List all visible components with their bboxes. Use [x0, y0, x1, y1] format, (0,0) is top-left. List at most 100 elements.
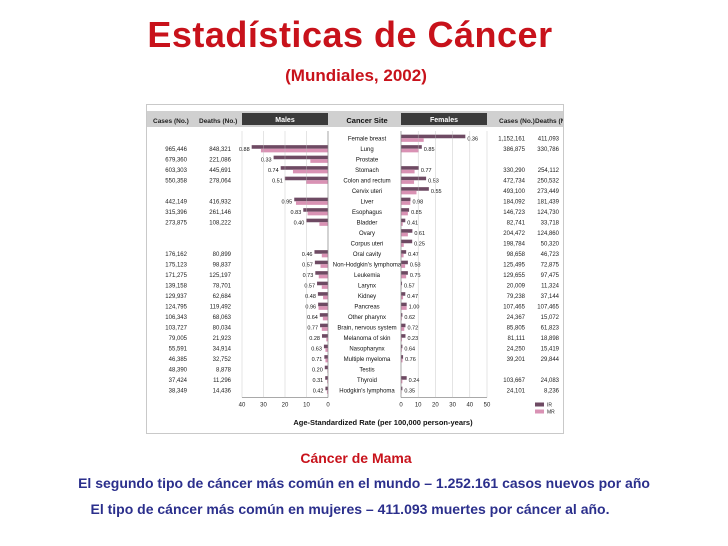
male-cases-cell: 175,123	[165, 263, 187, 269]
female-cases-cell: 24,250	[507, 347, 526, 353]
female-mortality-bar	[401, 295, 404, 300]
male-ratio-label: 0.63	[311, 346, 322, 352]
male-deaths-cell: 98,837	[213, 263, 232, 269]
female-x-tick-label: 50	[484, 403, 491, 409]
page-title: Estadísticas de Cáncer	[147, 14, 553, 55]
female-ratio-label: 0.98	[412, 199, 423, 205]
legend-label: IR	[547, 403, 552, 409]
category-label: Kidney	[358, 294, 376, 300]
male-deaths-cell: 261,146	[209, 210, 231, 216]
x-axis-label: Age-Standardized Rate (per 100,000 perso…	[293, 418, 473, 427]
male-deaths-cell: 119,492	[210, 305, 232, 311]
female-ratio-label: 0.36	[467, 136, 478, 142]
female-cases-cell: 493,100	[503, 189, 525, 195]
male-cases-cell: 171,275	[165, 273, 187, 279]
category-label: Stomach	[355, 168, 379, 174]
category-label: Ovary	[359, 231, 375, 237]
male-incidence-bar	[280, 166, 328, 170]
male-ratio-label: 0.95	[282, 199, 293, 205]
male-deaths-cell: 445,691	[209, 168, 231, 174]
female-deaths-cell: 411,093	[538, 137, 560, 143]
center-header: Cancer Site	[346, 116, 387, 125]
female-mortality-bar	[401, 358, 403, 363]
female-mortality-bar	[401, 138, 424, 142]
female-deaths-cell: 273,449	[537, 189, 559, 195]
female-incidence-bar	[401, 386, 403, 391]
male-deaths-cell: 32,752	[213, 357, 232, 363]
male-cases-cell: 38,349	[169, 389, 188, 395]
male-mortality-bar	[318, 306, 328, 310]
male-cases-cell: 106,343	[165, 315, 187, 321]
male-ratio-label: 0.57	[302, 262, 313, 268]
male-cases-cell: 55,591	[169, 347, 188, 353]
female-ratio-label: 0.76	[405, 357, 416, 363]
female-mortality-bar	[401, 201, 411, 205]
female-cases-cell: 39,201	[507, 357, 526, 363]
female-cases-cell: 107,465	[503, 305, 525, 311]
female-cases-cell: 24,367	[507, 315, 526, 321]
male-cases-cell: 129,937	[165, 294, 187, 300]
female-mortality-bar	[401, 169, 415, 174]
male-deaths-cell: 11,296	[213, 378, 232, 384]
male-incidence-bar	[273, 155, 328, 160]
male-deaths-cell: 108,222	[209, 221, 231, 227]
male-incidence-bar	[319, 313, 328, 317]
female-mortality-bar	[401, 180, 415, 184]
male-mortality-bar	[327, 369, 328, 373]
female-ratio-label: 0.64	[404, 346, 415, 352]
male-deaths-cell: 80,034	[213, 326, 232, 332]
male-mortality-bar	[321, 253, 328, 258]
male-deaths-cell: 8,878	[216, 368, 232, 374]
male-deaths-cell: 278,064	[209, 179, 231, 185]
female-deaths-cell: 97,475	[541, 273, 560, 279]
female-cases-cell: 472,734	[503, 179, 525, 185]
male-incidence-bar	[318, 302, 328, 307]
female-ratio-label: 0.77	[421, 168, 432, 174]
female-cases-cell: 24,101	[507, 389, 526, 395]
female-mortality-bar	[401, 274, 407, 279]
female-incidence-bar	[401, 166, 419, 170]
males-panel-header: Males	[275, 117, 295, 124]
female-deaths-cell: 124,860	[537, 231, 559, 237]
female-ratio-label: 0.53	[428, 178, 439, 184]
female-ratio-label: 0.85	[424, 147, 435, 153]
category-label: Larynx	[358, 284, 376, 290]
female-deaths-cell: 18,898	[541, 336, 560, 342]
female-ratio-label: 0.25	[414, 241, 425, 247]
female-incidence-bar	[401, 344, 403, 349]
female-deaths-cell: 46,723	[541, 252, 560, 258]
male-deaths-cell: 80,899	[213, 252, 232, 258]
male-incidence-bar	[294, 197, 328, 202]
female-deaths-cell: 107,465	[537, 305, 559, 311]
category-label: Other pharynx	[348, 315, 386, 321]
female-cases-cell: 204,472	[503, 231, 525, 237]
male-mortality-bar	[325, 348, 328, 352]
male-x-tick-label: 30	[260, 403, 267, 409]
female-mortality-bar	[401, 327, 405, 331]
male-incidence-bar	[321, 334, 328, 338]
female-deaths-cell: 330,786	[537, 147, 559, 153]
female-mortality-bar	[401, 148, 419, 153]
female-incidence-bar	[401, 313, 403, 317]
category-label: Pancreas	[354, 305, 379, 311]
category-label: Multiple myeloma	[344, 357, 391, 363]
male-cases-cell: 79,005	[169, 336, 188, 342]
male-mortality-bar	[320, 264, 328, 268]
category-label: Lung	[360, 147, 373, 153]
female-incidence-bar	[401, 260, 408, 265]
female-cases-cell: 1,152,161	[498, 137, 525, 143]
males-header-box	[242, 113, 328, 125]
male-cases-cell: 103,727	[165, 326, 187, 332]
category-label: Oral cavity	[353, 252, 381, 258]
female-ratio-label: 0.55	[431, 189, 442, 195]
male-incidence-bar	[324, 365, 328, 370]
male-incidence-bar	[315, 271, 328, 275]
female-x-tick-label: 20	[432, 403, 439, 409]
female-deaths-cell: 15,419	[541, 347, 560, 353]
male-ratio-label: 0.96	[305, 304, 316, 310]
female-x-tick-label: 30	[449, 403, 456, 409]
male-ratio-label: 0.71	[312, 357, 323, 363]
category-label: Colon and rectum	[343, 179, 390, 185]
female-ratio-label: 0.35	[404, 388, 415, 394]
male-mortality-bar	[318, 274, 328, 279]
